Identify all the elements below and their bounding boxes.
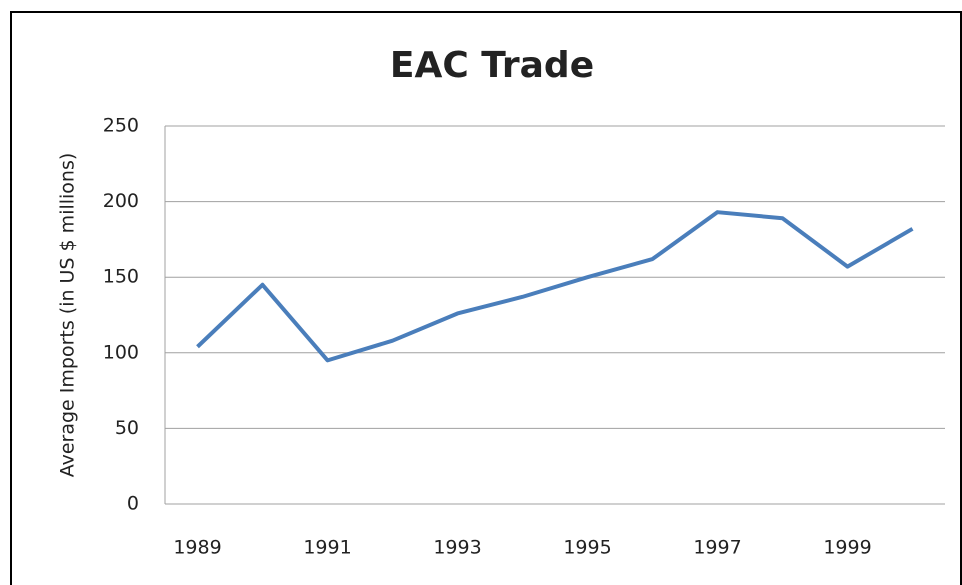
chart-title: EAC Trade (390, 45, 594, 86)
chart-frame (10, 11, 962, 585)
x-tick-label: 1989 (173, 537, 221, 559)
y-tick-label: 50 (115, 417, 139, 439)
data-line (196, 210, 914, 363)
y-tick-label: 150 (103, 266, 139, 288)
y-tick-label: 200 (103, 190, 139, 212)
x-tick-label: 1993 (433, 537, 481, 559)
x-tick-label: 1991 (303, 537, 351, 559)
y-tick-label: 250 (103, 115, 139, 137)
y-tick-label: 0 (127, 493, 139, 515)
y-axis-label: Average Imports (in US $ millions) (57, 153, 79, 478)
x-tick-label: 1995 (563, 537, 611, 559)
y-tick-label: 100 (103, 341, 139, 363)
x-tick-label: 1999 (823, 537, 871, 559)
x-tick-label: 1997 (693, 537, 741, 559)
